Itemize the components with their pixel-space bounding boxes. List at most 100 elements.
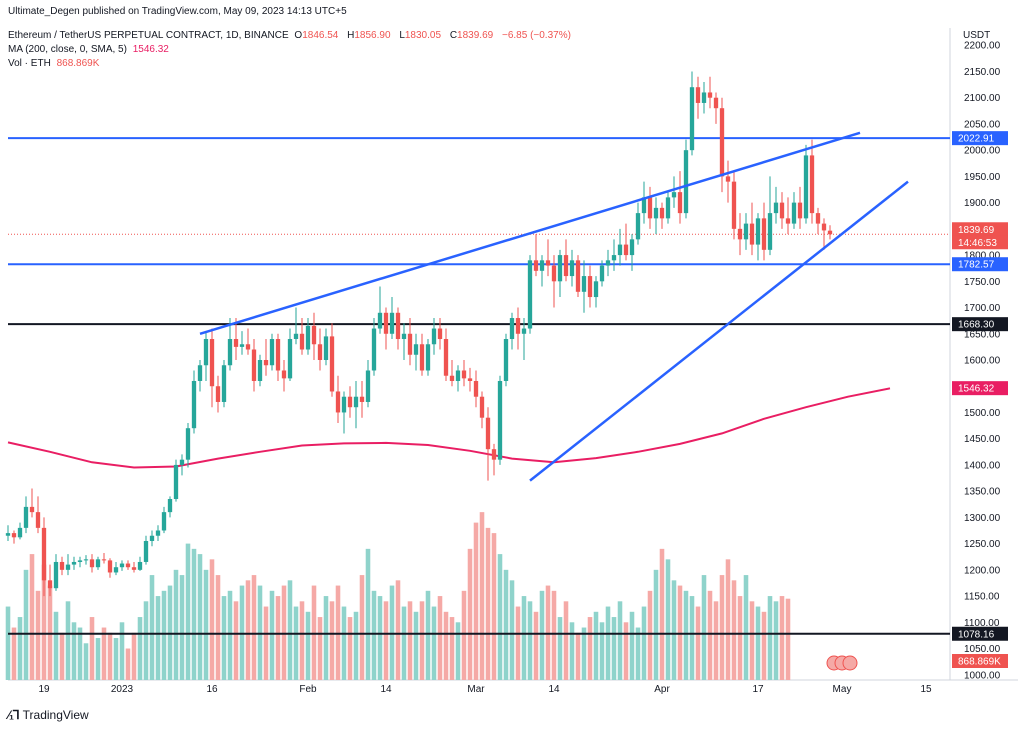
price-tag-label: 1546.32 <box>958 384 995 395</box>
symbol-legend[interactable]: Ethereum / TetherUS PERPETUAL CONTRACT, … <box>8 30 574 41</box>
volume-bar <box>407 601 413 680</box>
candle-body <box>767 213 773 250</box>
candle-body <box>791 202 797 224</box>
currency-label[interactable]: USDT <box>963 30 991 41</box>
candle-body <box>293 333 299 340</box>
low-label: L <box>399 30 405 41</box>
volume-bar <box>275 596 281 680</box>
candle-body <box>377 312 383 329</box>
candle-body <box>71 561 77 565</box>
open-value: 1846.54 <box>302 30 339 41</box>
volume-bar <box>431 606 437 680</box>
volume-bar <box>749 601 755 680</box>
candle-body <box>347 396 353 408</box>
volume-bar <box>611 617 617 680</box>
candle-body <box>197 365 203 381</box>
price-tag-label: 1668.30 <box>958 320 995 331</box>
volume-legend[interactable]: Vol · ETH 868.869K <box>8 58 102 69</box>
candle-body <box>407 333 413 355</box>
candle-body <box>707 92 713 98</box>
x-tick-label: 14 <box>548 684 560 695</box>
change-value: −6.85 (−0.37%) <box>501 30 571 41</box>
price-tag-label: 14:46:53 <box>958 238 997 249</box>
y-tick-label: 1350.00 <box>964 487 1001 498</box>
symbol-title[interactable]: Ethereum / TetherUS PERPETUAL CONTRACT, … <box>8 30 289 41</box>
high-value: 1856.90 <box>354 30 391 41</box>
candle-body <box>569 260 575 277</box>
candle-body <box>203 339 209 366</box>
ma-legend[interactable]: MA (200, close, 0, SMA, 5) 1546.32 <box>8 44 172 55</box>
candle-body <box>587 276 593 298</box>
price-tag <box>952 654 1008 668</box>
candle-body <box>815 213 821 224</box>
candle-body <box>431 328 437 345</box>
volume-bar <box>227 590 233 680</box>
x-tick-label: Feb <box>299 684 317 695</box>
candle-body <box>77 560 83 562</box>
candle-body <box>719 108 725 177</box>
candle-body <box>401 333 407 340</box>
candle-body <box>503 339 509 381</box>
volume-bar <box>323 596 329 680</box>
y-tick-label: 1750.00 <box>964 277 1001 288</box>
footer-brand[interactable]: ⁄₁⅂ TradingView <box>8 708 89 722</box>
open-label: O <box>294 30 303 41</box>
candle-body <box>101 559 107 561</box>
volume-bar <box>743 575 749 680</box>
price-tag-label: 1078.16 <box>958 629 995 640</box>
candle-body <box>677 192 683 214</box>
candle-body <box>689 87 695 151</box>
volume-bar <box>251 575 257 680</box>
y-tick-label: 1700.00 <box>964 303 1001 314</box>
volume-bar <box>383 601 389 680</box>
volume-bar <box>341 606 347 680</box>
volume-bar <box>557 617 563 680</box>
candle-body <box>179 459 185 465</box>
candle-body <box>383 312 389 334</box>
volume-bar <box>665 559 671 680</box>
x-tick-label: May <box>833 684 852 695</box>
candle-body <box>527 260 533 329</box>
candle-body <box>785 218 791 224</box>
tradingview-logo-icon: ⁄₁⅂ <box>8 708 20 722</box>
candle-body <box>821 223 827 231</box>
footer-brand-text: TradingView <box>22 708 89 722</box>
vol-label[interactable]: Vol · ETH <box>8 58 51 69</box>
trendline <box>199 131 861 335</box>
candle-body <box>683 150 689 214</box>
volume-bar <box>647 590 653 680</box>
candle-body <box>245 344 251 350</box>
volume-bar <box>779 596 785 680</box>
volume-bar <box>683 590 689 680</box>
y-tick-label: 2150.00 <box>964 67 1001 78</box>
volume-bar <box>173 569 179 680</box>
volume-bar <box>581 627 587 680</box>
y-tick-label: 1650.00 <box>964 329 1001 340</box>
price-tag-label: 1782.57 <box>958 260 995 271</box>
ma-label[interactable]: MA (200, close, 0, SMA, 5) <box>8 44 127 55</box>
volume-bar <box>23 569 29 680</box>
volume-bar <box>449 617 455 680</box>
volume-bar <box>467 548 473 680</box>
volume-bar <box>737 596 743 680</box>
volume-bar <box>491 533 497 680</box>
candle-body <box>59 561 65 570</box>
candle-body <box>113 567 119 573</box>
candle-body <box>269 339 275 366</box>
y-tick-label: 1150.00 <box>964 592 1000 603</box>
volume-bar <box>71 622 77 680</box>
volume-bar <box>53 611 59 680</box>
candle-body <box>455 370 461 381</box>
price-tag <box>952 381 1008 396</box>
candle-body <box>353 396 359 408</box>
candle-body <box>257 360 263 381</box>
candle-body <box>581 276 587 292</box>
candle-body <box>467 378 473 381</box>
candle-body <box>665 197 671 219</box>
y-tick-label: 2100.00 <box>964 93 1001 104</box>
volume-bar <box>527 601 533 680</box>
candle-body <box>5 533 11 536</box>
candle-body <box>449 375 455 381</box>
volume-bar <box>773 601 779 680</box>
